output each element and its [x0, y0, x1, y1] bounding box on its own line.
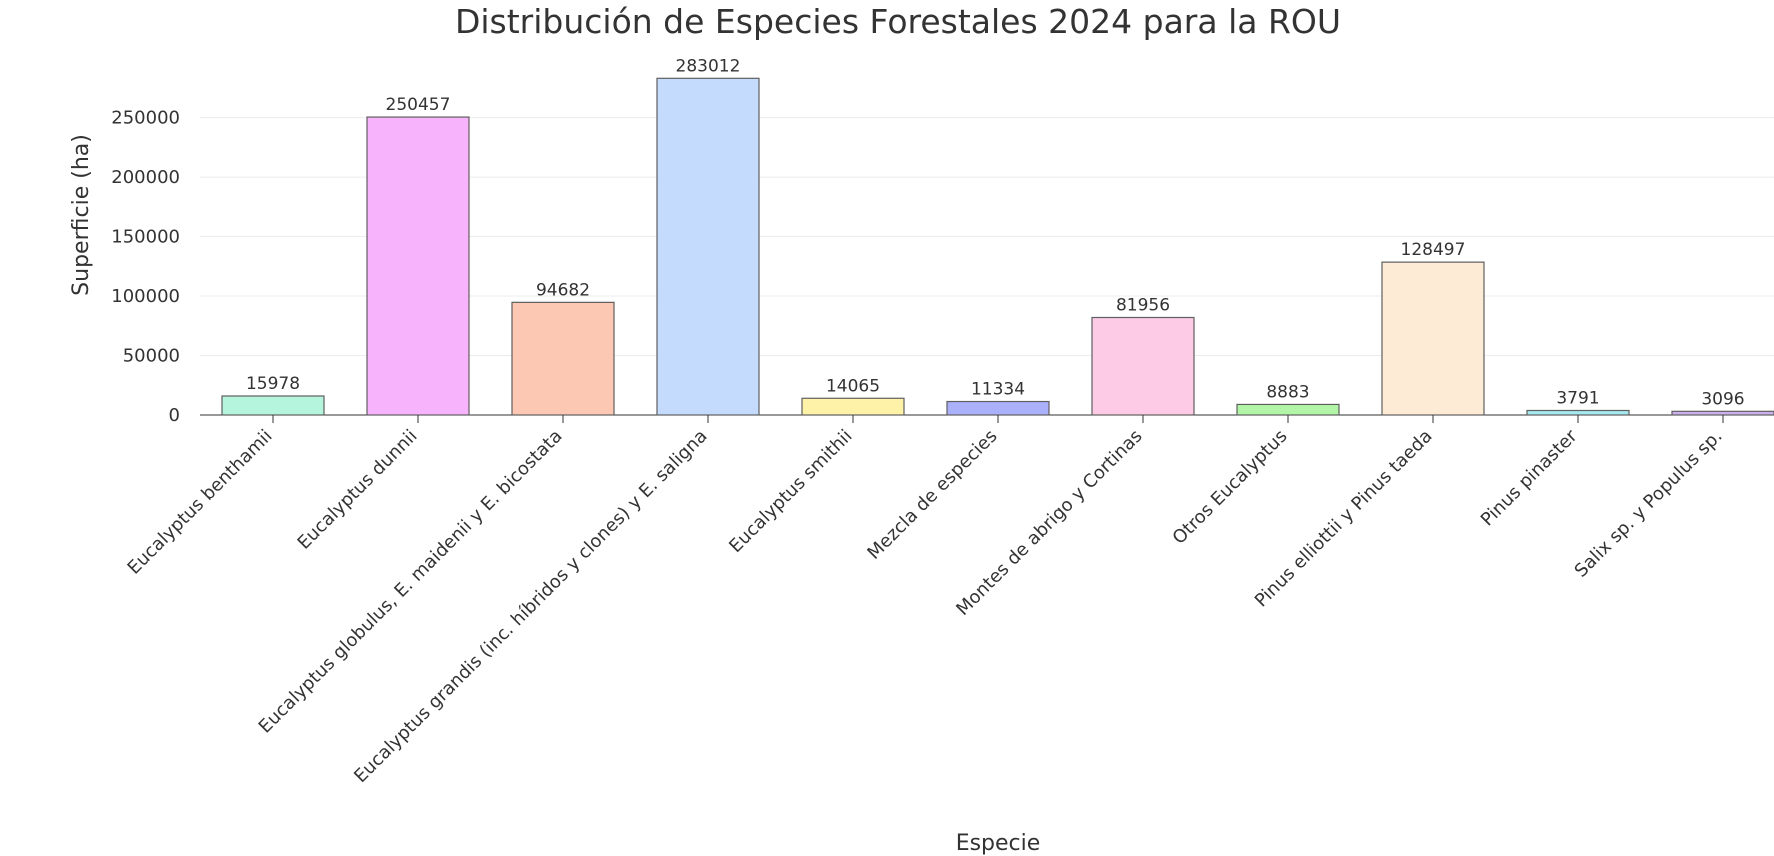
- x-tick-label: Eucalyptus smithii: [725, 426, 856, 557]
- bar[interactable]: [1381, 261, 1485, 416]
- chart-title: Distribución de Especies Forestales 2024…: [455, 2, 1341, 41]
- bar-value-label: 81956: [1116, 296, 1170, 316]
- bar[interactable]: [1091, 316, 1195, 416]
- bar[interactable]: [366, 116, 470, 416]
- y-tick-label: 0: [169, 405, 180, 426]
- bar[interactable]: [221, 395, 325, 416]
- x-tick-label: Eucalyptus dunnii: [294, 426, 422, 554]
- bar[interactable]: [946, 400, 1050, 416]
- y-tick-label: 200000: [111, 167, 180, 188]
- bar[interactable]: [1236, 403, 1340, 416]
- y-tick-label: 50000: [123, 346, 180, 367]
- bar[interactable]: [801, 397, 905, 416]
- bar[interactable]: [656, 77, 760, 416]
- bar-value-label: 128497: [1401, 240, 1466, 260]
- bar[interactable]: [1526, 409, 1630, 416]
- y-axis: 0 50000 100000 150000 200000 250000: [111, 108, 180, 426]
- x-tick-label: Otros Eucalyptus: [1169, 426, 1292, 549]
- bar-value-label: 250457: [386, 95, 451, 115]
- y-tick-label: 250000: [111, 108, 180, 129]
- bar-value-label: 8883: [1266, 382, 1309, 402]
- x-tick-label: Eucalyptus benthamii: [124, 426, 277, 579]
- bar-value-label: 11334: [971, 380, 1025, 400]
- x-tick-label: Pinus elliottii y Pinus taeda: [1251, 426, 1437, 612]
- bar[interactable]: [511, 301, 615, 416]
- bar-value-label: 94682: [536, 280, 590, 300]
- y-tick-label: 150000: [111, 227, 180, 248]
- x-tick-label: Salix sp. y Populus sp.: [1571, 426, 1727, 582]
- x-tick-label: Eucalyptus grandis (inc. híbridos y clon…: [350, 426, 711, 787]
- bar-value-label: 14065: [826, 376, 880, 396]
- y-tick-label: 100000: [111, 286, 180, 307]
- x-tick-label: Mezcla de especies: [863, 426, 1001, 564]
- bar-value-label: 3096: [1701, 389, 1744, 409]
- bar-value-label: 283012: [676, 56, 741, 76]
- bar-value-labels: 15978 250457 94682 283012 14065 11334 81956 888…: [246, 56, 1745, 409]
- x-tick-label: Eucalyptus globulus, E. maidenii y E. bi…: [255, 426, 567, 738]
- bar-value-label: 15978: [246, 374, 300, 394]
- bar[interactable]: [1671, 410, 1774, 416]
- bar-value-label: 3791: [1556, 388, 1599, 408]
- bars: [221, 77, 1774, 416]
- x-tick-label: Pinus pinaster: [1477, 425, 1582, 530]
- x-axis-title: Especie: [956, 831, 1041, 856]
- y-axis-title: Superficie (ha): [69, 134, 94, 296]
- x-axis: Eucalyptus benthamii Eucalyptus dunniiEuc…: [124, 415, 1727, 787]
